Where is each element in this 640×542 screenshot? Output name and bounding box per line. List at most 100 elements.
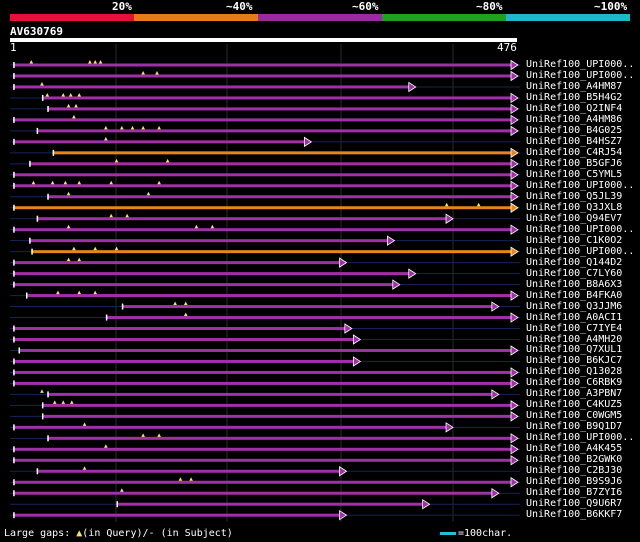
hit-bar[interactable]: [13, 359, 354, 363]
hit-label-link[interactable]: UniRef100_A4HM86: [526, 113, 623, 125]
hit-row[interactable]: [10, 92, 520, 104]
hit-label-link[interactable]: UniRef100_Q9U6R7: [526, 498, 623, 510]
hit-row[interactable]: [10, 389, 520, 400]
hit-bar[interactable]: [47, 195, 511, 199]
hit-row[interactable]: [10, 290, 520, 301]
hit-bar[interactable]: [13, 272, 409, 276]
hit-bar[interactable]: [13, 458, 512, 462]
hit-label-link[interactable]: UniRef100_B6KKF7: [526, 509, 623, 521]
hit-label-link[interactable]: UniRef100_B6KJC7: [526, 355, 623, 367]
hit-label-link[interactable]: UniRef100_B4FKA0: [526, 289, 623, 301]
hit-bar[interactable]: [41, 403, 511, 407]
hit-bar[interactable]: [13, 513, 340, 517]
hit-label-link[interactable]: UniRef100_B4G025: [526, 124, 623, 136]
hit-row[interactable]: [10, 509, 520, 521]
hit-bar[interactable]: [31, 250, 511, 254]
hit-row[interactable]: [10, 103, 520, 115]
hit-row[interactable]: [10, 257, 520, 268]
hit-label-link[interactable]: UniRef100_B9S9J6: [526, 476, 623, 488]
hit-label-link[interactable]: UniRef100_B5GFJ6: [526, 157, 623, 169]
hit-label-link[interactable]: UniRef100_Q2INF4: [526, 102, 623, 114]
hit-row[interactable]: [10, 169, 520, 181]
hit-row[interactable]: [10, 81, 520, 93]
hit-row[interactable]: [10, 180, 520, 192]
hit-label-link[interactable]: UniRef100_A4K455: [526, 443, 623, 455]
hit-row[interactable]: [10, 147, 520, 159]
hit-bar[interactable]: [41, 96, 511, 100]
hit-label-link[interactable]: UniRef100_C7LY60: [526, 267, 623, 279]
hit-label-link[interactable]: UniRef100_B8A6X3: [526, 278, 623, 290]
hit-row[interactable]: [10, 125, 520, 137]
hit-row[interactable]: [10, 114, 520, 126]
hit-row[interactable]: [10, 411, 520, 422]
hit-bar[interactable]: [121, 305, 492, 309]
hit-label-link[interactable]: UniRef100_Q144D2: [526, 256, 623, 268]
hit-row[interactable]: [10, 279, 520, 290]
hit-row[interactable]: [10, 466, 520, 477]
hit-label-link[interactable]: UniRef100_C2BJ30: [526, 465, 623, 477]
hit-label-link[interactable]: UniRef100_B2GWK0: [526, 454, 623, 466]
hit-bar[interactable]: [13, 74, 512, 78]
hit-label-link[interactable]: UniRef100_A4HM87: [526, 80, 623, 92]
hit-bar[interactable]: [13, 85, 409, 89]
hit-row[interactable]: [10, 136, 520, 148]
hit-row[interactable]: [10, 246, 520, 257]
hit-label-link[interactable]: UniRef100_Q94EV7: [526, 212, 623, 224]
hit-row[interactable]: [10, 433, 520, 444]
hit-bar[interactable]: [116, 502, 423, 506]
hit-row[interactable]: [10, 301, 520, 312]
hit-bar[interactable]: [13, 447, 512, 451]
hit-bar[interactable]: [13, 228, 512, 232]
hit-bar[interactable]: [13, 327, 345, 331]
hit-label-link[interactable]: UniRef100_A0ACI1: [526, 311, 623, 323]
hit-label-link[interactable]: UniRef100_C4RJ54: [526, 146, 623, 158]
hit-row[interactable]: [10, 367, 520, 378]
hit-row[interactable]: [10, 477, 520, 488]
hit-bar[interactable]: [36, 217, 447, 221]
hit-row[interactable]: [10, 235, 520, 246]
hit-bar[interactable]: [13, 370, 512, 374]
hit-label-link[interactable]: UniRef100_Q3JXL8: [526, 201, 623, 213]
hit-label-link[interactable]: UniRef100_UPI000..: [526, 69, 635, 81]
hit-bar[interactable]: [13, 381, 512, 385]
hit-label-link[interactable]: UniRef100_C7IYE4: [526, 322, 623, 334]
hit-label-link[interactable]: UniRef100_Q7XUL1: [526, 344, 623, 356]
hit-bar[interactable]: [47, 392, 492, 396]
hit-bar[interactable]: [25, 294, 511, 298]
hit-bar[interactable]: [18, 348, 512, 352]
hit-bar[interactable]: [52, 151, 511, 155]
hit-label-link[interactable]: UniRef100_Q13028: [526, 366, 623, 378]
hit-bar[interactable]: [13, 140, 305, 144]
hit-bar[interactable]: [13, 491, 492, 495]
hit-label-link[interactable]: UniRef100_Q5JL39: [526, 190, 623, 202]
hit-bar[interactable]: [13, 184, 512, 188]
hit-bar[interactable]: [13, 480, 512, 484]
hit-row[interactable]: [10, 400, 520, 411]
hit-bar[interactable]: [36, 469, 340, 473]
hit-label-link[interactable]: UniRef100_C6RBK9: [526, 377, 623, 389]
hit-bar[interactable]: [13, 206, 512, 210]
hit-bar[interactable]: [29, 239, 388, 243]
hit-bar[interactable]: [13, 118, 512, 122]
hit-bar[interactable]: [13, 173, 512, 177]
hit-row[interactable]: [10, 422, 520, 433]
hit-label-link[interactable]: UniRef100_UPI000..: [526, 223, 635, 235]
hit-label-link[interactable]: UniRef100_UPI000..: [526, 432, 635, 444]
hit-row[interactable]: [10, 202, 520, 213]
hit-bar[interactable]: [13, 425, 447, 429]
hit-row[interactable]: [10, 345, 520, 356]
hit-row[interactable]: [10, 487, 520, 499]
hit-label-link[interactable]: UniRef100_B9Q1D7: [526, 421, 623, 433]
hit-row[interactable]: [10, 191, 520, 202]
hit-label-link[interactable]: UniRef100_Q3JJM6: [526, 300, 623, 312]
hit-label-link[interactable]: UniRef100_UPI000..: [526, 245, 635, 257]
hit-bar[interactable]: [41, 414, 511, 418]
hit-row[interactable]: [10, 59, 520, 71]
hit-row[interactable]: [10, 224, 520, 235]
hit-bar[interactable]: [13, 338, 354, 341]
hit-row[interactable]: [10, 444, 520, 455]
hit-bar[interactable]: [13, 261, 340, 265]
hit-bar[interactable]: [13, 283, 393, 287]
hit-bar[interactable]: [47, 107, 511, 111]
hit-label-link[interactable]: UniRef100_A4MH20: [526, 333, 623, 345]
